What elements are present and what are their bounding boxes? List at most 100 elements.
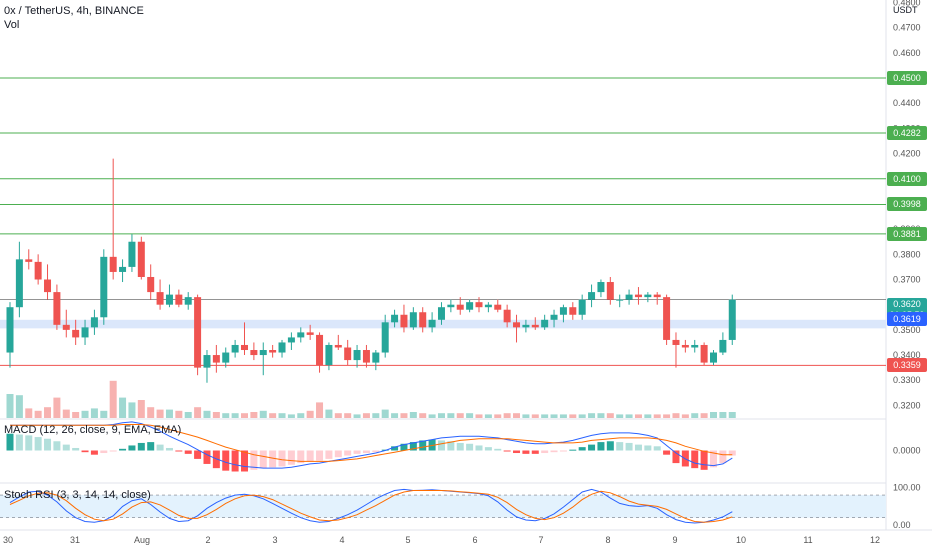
candle-body	[184, 297, 192, 305]
time-tick-label: 9	[672, 535, 677, 545]
candle	[34, 254, 42, 285]
volume-bar	[559, 414, 567, 418]
level-price-label: 0.4500	[887, 71, 927, 86]
price-tick-label: 0.4600	[893, 48, 921, 58]
volume-bar	[663, 414, 671, 418]
volume-bar	[437, 413, 445, 418]
symbol-title: 0x / TetherUS, 4h, BINANCE	[4, 5, 144, 17]
candle-body	[241, 344, 248, 351]
volume-bar	[353, 414, 361, 418]
volume-bar	[484, 414, 492, 418]
candle-body	[269, 350, 277, 353]
price-tick-label: 0.4200	[893, 149, 921, 159]
price-tick-label: 0.3400	[893, 350, 921, 360]
candle-body	[447, 304, 455, 308]
candle-body	[15, 259, 23, 308]
macd-histogram-bar	[569, 449, 577, 451]
macd-histogram-bar	[194, 450, 202, 459]
time-tick-label: 2	[205, 535, 210, 545]
volume-bar	[194, 407, 202, 418]
candle-body	[578, 299, 586, 315]
volume-bar	[278, 413, 286, 418]
macd-histogram-bar	[53, 441, 61, 451]
macd-histogram-bar	[437, 440, 445, 451]
macd-histogram-bar	[269, 450, 277, 468]
macd-histogram-bar	[81, 450, 89, 453]
candle	[391, 309, 399, 328]
candle	[381, 314, 389, 358]
candle	[325, 342, 333, 371]
time-tick-label: 8	[605, 535, 610, 545]
candle	[278, 339, 286, 358]
macd-histogram-bar	[109, 450, 117, 452]
time-tick-label: 11	[803, 535, 812, 545]
macd-histogram-bar	[222, 450, 230, 471]
candle	[569, 302, 577, 320]
candle-body	[128, 241, 136, 267]
candle-body	[175, 294, 183, 305]
candle	[25, 249, 33, 270]
macd-histogram-bar	[147, 442, 155, 451]
volume-bar	[109, 380, 117, 418]
candle	[175, 289, 183, 308]
price-tick-label: 0.4800	[893, 0, 921, 8]
macd-histogram-bar	[372, 450, 380, 453]
time-tick-label: Aug	[134, 535, 150, 545]
candle	[559, 304, 567, 323]
candle-body	[212, 355, 220, 363]
volume-bars	[6, 380, 736, 418]
candle	[44, 264, 52, 300]
candle-body	[494, 304, 502, 310]
macd-histogram-bar	[597, 442, 605, 451]
macd-histogram-bar	[700, 450, 708, 470]
macd-histogram-bar	[550, 450, 558, 453]
macd-signal-line	[10, 424, 733, 462]
candle-body	[100, 256, 108, 318]
macd-histogram-bar	[710, 450, 717, 468]
candle	[644, 292, 652, 303]
candle	[316, 332, 324, 373]
volume-bar	[287, 414, 295, 418]
macd-histogram-bar	[306, 450, 314, 462]
time-tick-label: 3	[272, 535, 277, 545]
candle	[53, 284, 61, 330]
volume-bar	[269, 413, 277, 418]
candle-body	[550, 314, 558, 320]
candle	[710, 350, 717, 366]
volume-bar	[644, 414, 652, 418]
volume-bar	[156, 409, 164, 418]
macd-histogram	[6, 433, 736, 472]
volume-bar	[681, 414, 689, 418]
candle	[634, 287, 642, 305]
macd-histogram-bar	[391, 446, 399, 451]
volume-bar	[719, 412, 727, 418]
candle	[306, 324, 314, 340]
candle-body	[109, 256, 117, 272]
volume-bar	[625, 414, 633, 418]
candle	[616, 294, 624, 308]
candle-body	[6, 307, 14, 353]
candle	[719, 332, 727, 356]
candle	[119, 259, 127, 283]
candle-body	[156, 292, 164, 305]
macd-histogram-bar	[719, 450, 727, 464]
support-price-label: 0.3359	[887, 358, 927, 373]
candle	[578, 294, 586, 320]
candle	[419, 307, 427, 333]
volume-bar	[578, 414, 586, 418]
macd-histogram-bar	[334, 450, 342, 458]
macd-histogram-bar	[184, 450, 192, 454]
candle-body	[653, 294, 661, 298]
volume-bar	[409, 412, 417, 418]
candle	[269, 344, 277, 358]
candle	[241, 322, 248, 356]
macd-histogram-bar	[541, 450, 549, 454]
candle	[297, 327, 305, 343]
volume-bar	[241, 413, 248, 418]
volume-bar	[447, 413, 455, 418]
macd-histogram-bar	[531, 450, 539, 454]
candle	[362, 344, 370, 368]
candle	[156, 279, 164, 310]
macd-histogram-bar	[119, 448, 127, 451]
